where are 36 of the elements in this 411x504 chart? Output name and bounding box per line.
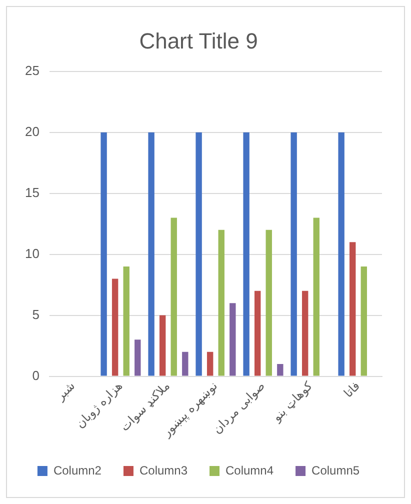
bar <box>277 364 284 376</box>
bar <box>148 132 154 376</box>
legend-label: Column4 <box>226 463 274 478</box>
bar <box>360 266 367 376</box>
y-tick-label: 0 <box>32 368 40 383</box>
bar <box>302 290 308 376</box>
y-tick-label: 5 <box>32 306 40 322</box>
legend-label: Column5 <box>312 463 360 478</box>
bar <box>290 132 297 376</box>
x-tick-label: شبر <box>52 378 78 404</box>
bar <box>243 132 250 376</box>
bar <box>170 218 177 376</box>
y-tick-label: 25 <box>24 62 40 78</box>
bar <box>230 303 236 376</box>
legend-label: Column2 <box>53 463 102 478</box>
bar <box>112 278 118 376</box>
bar <box>338 132 344 376</box>
bar <box>206 352 214 376</box>
y-tick-label: 15 <box>24 184 40 200</box>
bar <box>266 230 272 376</box>
x-tick-label: کوهاټ بنو <box>268 378 316 425</box>
x-tick-label: فاتا <box>341 378 363 400</box>
bar <box>182 352 188 376</box>
bar <box>196 132 202 376</box>
chart-title: Chart Title 9 <box>139 28 258 54</box>
bar <box>254 290 261 376</box>
bar <box>134 340 141 376</box>
y-tick-label: 10 <box>24 246 40 261</box>
bar <box>100 132 107 376</box>
y-tick-label: 20 <box>24 124 40 139</box>
legend-label: Column3 <box>139 463 188 478</box>
bar <box>313 218 320 376</box>
bar <box>159 315 166 376</box>
bar <box>123 266 130 376</box>
bar <box>218 230 224 376</box>
bar <box>350 242 356 376</box>
